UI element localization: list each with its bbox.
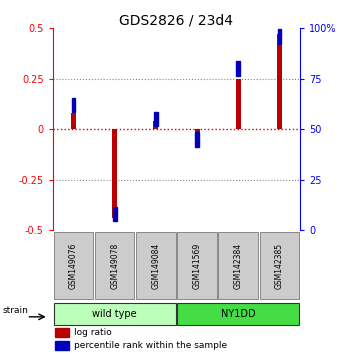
Bar bbox=[278, 29, 281, 44]
Text: NY1DD: NY1DD bbox=[221, 309, 256, 319]
FancyBboxPatch shape bbox=[54, 232, 93, 299]
Bar bbox=[236, 79, 241, 129]
Text: GSM141569: GSM141569 bbox=[193, 242, 202, 289]
Text: GSM149084: GSM149084 bbox=[151, 242, 160, 289]
Text: GSM149078: GSM149078 bbox=[110, 242, 119, 289]
FancyBboxPatch shape bbox=[260, 232, 299, 299]
FancyBboxPatch shape bbox=[95, 232, 134, 299]
Bar bbox=[153, 121, 158, 129]
Title: GDS2826 / 23d4: GDS2826 / 23d4 bbox=[119, 13, 234, 27]
FancyBboxPatch shape bbox=[136, 232, 176, 299]
FancyBboxPatch shape bbox=[177, 232, 217, 299]
Text: log ratio: log ratio bbox=[74, 328, 112, 337]
Text: GSM149076: GSM149076 bbox=[69, 242, 78, 289]
Text: GSM142385: GSM142385 bbox=[275, 242, 284, 289]
Bar bbox=[71, 113, 76, 129]
Bar bbox=[55, 329, 69, 337]
FancyBboxPatch shape bbox=[177, 303, 299, 325]
Bar bbox=[72, 98, 75, 112]
FancyBboxPatch shape bbox=[219, 232, 258, 299]
Bar bbox=[195, 132, 199, 147]
Bar bbox=[113, 207, 117, 221]
Text: percentile rank within the sample: percentile rank within the sample bbox=[74, 341, 227, 350]
Text: GSM142384: GSM142384 bbox=[234, 242, 243, 289]
Text: strain: strain bbox=[3, 306, 29, 315]
Bar bbox=[236, 61, 240, 76]
Bar bbox=[277, 34, 282, 129]
FancyBboxPatch shape bbox=[54, 303, 176, 325]
Text: wild type: wild type bbox=[92, 309, 137, 319]
Bar bbox=[195, 129, 199, 137]
Bar bbox=[112, 129, 117, 218]
Bar bbox=[154, 112, 158, 126]
Bar bbox=[55, 341, 69, 350]
